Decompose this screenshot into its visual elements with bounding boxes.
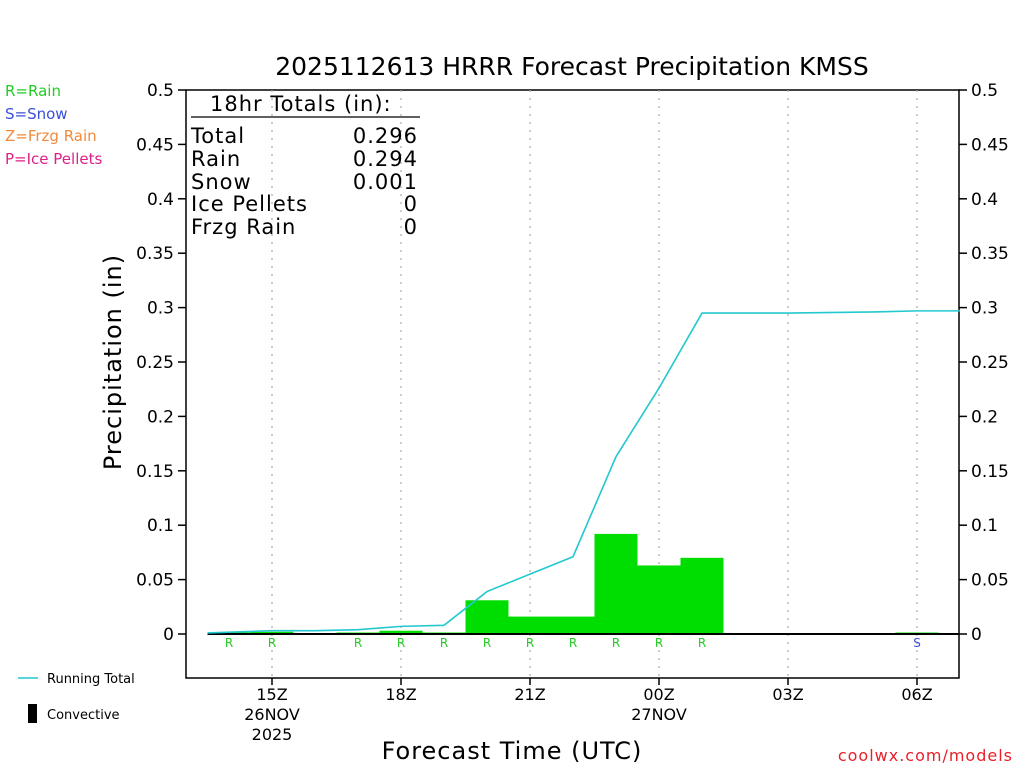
series-legend: Running Total Convective	[18, 672, 135, 723]
x-tick-date: 26NOV	[244, 705, 300, 724]
key-snow: S=Snow	[5, 105, 68, 123]
y-axis-left: 0 0.05 0.1 0.15 0.2 0.25 0.3 0.35 0.4 0.45 0.5	[136, 81, 186, 645]
key-ice-pellets: P=Ice Pellets	[5, 150, 102, 168]
precip-bar-20	[465, 600, 509, 634]
y-right-tick-label: 0.05	[971, 571, 1009, 591]
y-left-tick-label: 0	[163, 625, 174, 645]
y-right-tick-label: 0.4	[971, 190, 998, 210]
y-left-tick-label: 0.45	[136, 135, 174, 155]
ptype-code-18: R	[397, 636, 405, 650]
totals-label-rain: Rain	[191, 147, 241, 171]
ptype-code-17: R	[354, 636, 362, 650]
precip-bar-18	[379, 630, 423, 634]
x-tick-label: 06Z	[901, 685, 932, 704]
y-right-tick-label: 0	[971, 625, 982, 645]
y-left-tick-label: 0.4	[147, 190, 174, 210]
totals-value-snow: 0.001	[353, 170, 418, 194]
y-left-tick-label: 0.15	[136, 462, 174, 482]
precip-bar-25	[680, 557, 724, 634]
site-credit: coolwx.com/models	[838, 746, 1013, 765]
y-left-tick-label: 0.1	[147, 516, 174, 536]
precip-bar-15	[250, 631, 294, 634]
key-frzg-rain: Z=Frzg Rain	[5, 127, 97, 145]
precip-bar-21	[508, 616, 552, 634]
y-axis-label: Precipitation (in)	[99, 254, 127, 470]
y-right-tick-label: 0.5	[971, 81, 998, 101]
y-left-tick-label: 0.25	[136, 353, 174, 373]
totals-label-frzg-rain: Frzg Rain	[191, 215, 296, 239]
ptype-code-30: S	[913, 636, 921, 650]
y-right-tick-label: 0.25	[971, 353, 1009, 373]
totals-value-rain: 0.294	[353, 147, 418, 171]
precip-bar-24	[637, 565, 681, 634]
totals-label-ice-pellets: Ice Pellets	[191, 192, 308, 216]
ptype-code-22: R	[569, 636, 577, 650]
y-left-tick-label: 0.3	[147, 299, 174, 319]
x-tick-date: 27NOV	[631, 705, 687, 724]
precip-type-key: R=Rain S=Snow Z=Frzg Rain P=Ice Pellets	[5, 82, 102, 168]
y-left-tick-label: 0.35	[136, 244, 174, 264]
totals-value-frzg-rain: 0	[404, 215, 418, 239]
y-right-tick-label: 0.1	[971, 516, 998, 536]
totals-label-snow: Snow	[191, 170, 252, 194]
y-right-tick-label: 0.2	[971, 407, 998, 427]
x-tick-label: 21Z	[514, 685, 545, 704]
y-left-tick-label: 0.2	[147, 407, 174, 427]
totals-box: 18hr Totals (in): Total 0.296 Rain 0.294…	[190, 92, 420, 239]
y-left-tick-label: 0.5	[147, 81, 174, 101]
key-rain: R=Rain	[5, 82, 61, 100]
totals-value-total: 0.296	[353, 124, 418, 148]
ptype-code-20: R	[483, 636, 491, 650]
y-axis-right: 0 0.05 0.1 0.15 0.2 0.25 0.3 0.35 0.4 0.45 0.5	[959, 81, 1009, 645]
ptype-code-19: R	[440, 636, 448, 650]
running-total-legend-label: Running Total	[47, 672, 135, 687]
x-axis-label: Forecast Time (UTC)	[382, 737, 643, 765]
x-tick-label: 18Z	[385, 685, 416, 704]
totals-label-total: Total	[190, 124, 245, 148]
ptype-code-23: R	[612, 636, 620, 650]
y-right-tick-label: 0.3	[971, 299, 998, 319]
precip-bars	[207, 533, 939, 634]
precip-bar-22	[551, 616, 595, 634]
y-right-tick-label: 0.15	[971, 462, 1009, 482]
chart-title: 2025112613 HRRR Forecast Precipitation K…	[275, 52, 869, 81]
ptype-code-21: R	[526, 636, 534, 650]
ptype-code-25: R	[698, 636, 706, 650]
precip-bar-23	[594, 533, 638, 634]
plot-frame	[185, 89, 960, 679]
y-left-tick-label: 0.05	[136, 571, 174, 591]
x-tick-year: 2025	[252, 725, 293, 744]
x-tick-label: 15Z	[256, 685, 287, 704]
totals-heading: 18hr Totals (in):	[210, 92, 392, 116]
running-total-line	[207, 310, 960, 634]
convective-legend-swatch	[28, 704, 37, 723]
ptype-code-14: R	[225, 636, 233, 650]
x-tick-label: 00Z	[643, 685, 674, 704]
x-tick-label: 03Z	[772, 685, 803, 704]
y-right-tick-label: 0.35	[971, 244, 1009, 264]
ptype-code-15: R	[268, 636, 276, 650]
totals-value-ice-pellets: 0	[404, 192, 418, 216]
convective-legend-label: Convective	[47, 708, 120, 723]
y-right-tick-label: 0.45	[971, 135, 1009, 155]
ptype-code-24: R	[655, 636, 663, 650]
